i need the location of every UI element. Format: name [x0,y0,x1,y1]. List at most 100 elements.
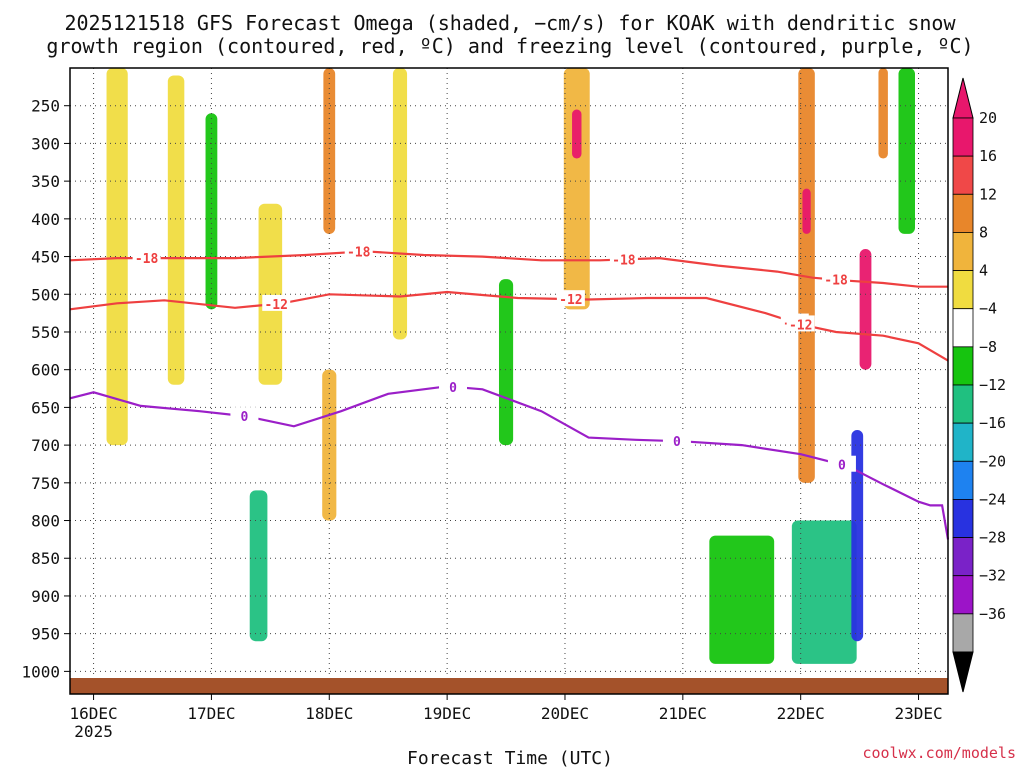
ytick-label-450: 450 [31,248,60,267]
colorbar-swatch-9 [952,460,974,500]
ytick-label-650: 650 [31,398,60,417]
colorbar-label-11: −28 [979,529,1006,547]
ytick-label-1000: 1000 [21,662,60,681]
x-axis-title: Forecast Time (UTC) [407,748,613,768]
colorbar-swatch-2 [952,193,974,233]
colorbar-label-9: −20 [979,452,1006,470]
contour-label-bg-zero-1 [439,377,468,394]
contour-label-bg-minus-12-3 [786,315,815,332]
colorbar-swatch-4 [952,270,974,310]
xtick-label-0: 16DEC [69,704,117,723]
colorbar-label-2: 12 [979,185,997,203]
colorbar-swatch-3 [952,232,974,271]
omega-cell-12 [878,68,888,159]
colorbar-label-7: −12 [979,376,1006,394]
omega-cell-4 [323,68,336,234]
xtick-label-5: 21DEC [659,704,707,723]
colorbar-label-12: −32 [979,567,1006,585]
ytick-label-500: 500 [31,285,60,304]
ground-strip [70,678,948,694]
plot-frame [69,67,949,695]
contour-label-zero-2: 0 [673,435,681,450]
ytick-label-400: 400 [31,210,60,229]
title-line-1: 2025121518 GFS Forecast Omega (shaded, −… [64,11,956,35]
colorbar-swatch-10 [952,499,974,538]
colorbar-label-10: −24 [979,490,1006,508]
contour-label-bg-minus-18-0 [132,249,161,266]
colorbar-swatch-6 [952,346,974,386]
contour-label-minus-12-3: -12 [789,318,812,333]
colorbar: 20 16 12 8 4 −4 −8 −12 −16 −20 −24 −28 −32 −36 [952,77,1006,693]
contour-label-zero-1: 0 [449,381,457,396]
colorbar-label-8: −16 [979,414,1006,432]
colorbar-label-0: 20 [979,109,997,127]
colorbar-swatch-7 [952,384,974,424]
xtick-label-4: 20DEC [541,704,589,723]
y-axis: 250 300 350 400 450 500 550 600 650 700 750 800 850 9… [21,97,70,681]
ytick-label-350: 350 [31,172,60,191]
ytick-label-250: 250 [31,97,60,116]
omega-cell-7 [563,68,590,310]
colorbar-label-4: 4 [979,262,988,280]
omega-cell-16 [709,535,775,664]
contour-label-minus-12-0: -12 [264,298,287,313]
ytick-label-850: 850 [31,549,60,568]
ytick-label-300: 300 [31,134,60,153]
colorbar-top-triangle [952,77,974,119]
contour-label-bg-minus-18-2 [609,250,638,267]
omega-cell-10 [802,188,811,234]
omega-cell-14 [791,520,857,664]
contour-label-bg-minus-12-0 [262,294,291,311]
contour-label-bg-minus-18-1 [344,242,373,259]
omega-cell-8 [572,109,582,159]
colorbar-label-5: −4 [979,300,997,318]
contour-label-bg-minus-12-1 [556,290,585,307]
contour-label-minus-18-3: -18 [824,274,848,289]
omega-cell-11 [859,249,872,370]
omega-cell-2 [205,113,218,310]
contour-label-bg-zero-0 [230,407,259,424]
contour-minus-18 [69,250,948,288]
xtick-label-1: 17DEC [187,704,235,723]
colorbar-swatch-11 [952,537,974,577]
contour-label-zero-0: 0 [241,410,249,425]
colorbar-label-6: −8 [979,338,997,356]
omega-cell-9 [798,68,815,483]
contour-label-zero-3: 0 [838,459,846,474]
colorbar-swatch-12 [952,575,974,615]
xtick-sublabel-0: 2025 [74,722,113,741]
colorbar-label-3: 8 [979,223,988,241]
colorbar-swatch-0 [952,117,974,157]
colorbar-swatch-5 [952,308,974,348]
omega-cell-0 [106,68,128,446]
xtick-label-3: 19DEC [423,704,471,723]
title-line-2: growth region (contoured, red, ºC) and f… [46,34,973,58]
contour-zero [69,385,950,540]
xtick-label-6: 22DEC [777,704,825,723]
ytick-label-600: 600 [31,361,60,380]
credit-text: coolwx.com/models [862,744,1016,762]
contour-label-minus-12-1: -12 [559,293,582,308]
xtick-label-7: 23DEC [894,704,942,723]
contour-label-bg-minus-18-3 [822,270,851,287]
colorbar-label-1: 16 [979,147,997,165]
contour-label-bg-zero-3 [827,455,856,472]
ytick-label-700: 700 [31,436,60,455]
ytick-label-950: 950 [31,625,60,644]
omega-cell-17 [498,279,514,446]
contour-minus-12 [69,290,949,362]
ytick-label-550: 550 [31,323,60,342]
ytick-label-800: 800 [31,512,60,531]
ytick-label-900: 900 [31,587,60,606]
chart-title: 2025121518 GFS Forecast Omega (shaded, −… [46,11,973,58]
colorbar-label-13: −36 [979,605,1006,623]
colorbar-bottom-triangle [952,651,974,693]
omega-cell-5 [322,369,337,521]
colorbar-swatch-13 [952,613,974,653]
contour-label-bg-zero-2 [662,432,691,449]
contour-label-minus-18-0: -18 [135,252,159,267]
